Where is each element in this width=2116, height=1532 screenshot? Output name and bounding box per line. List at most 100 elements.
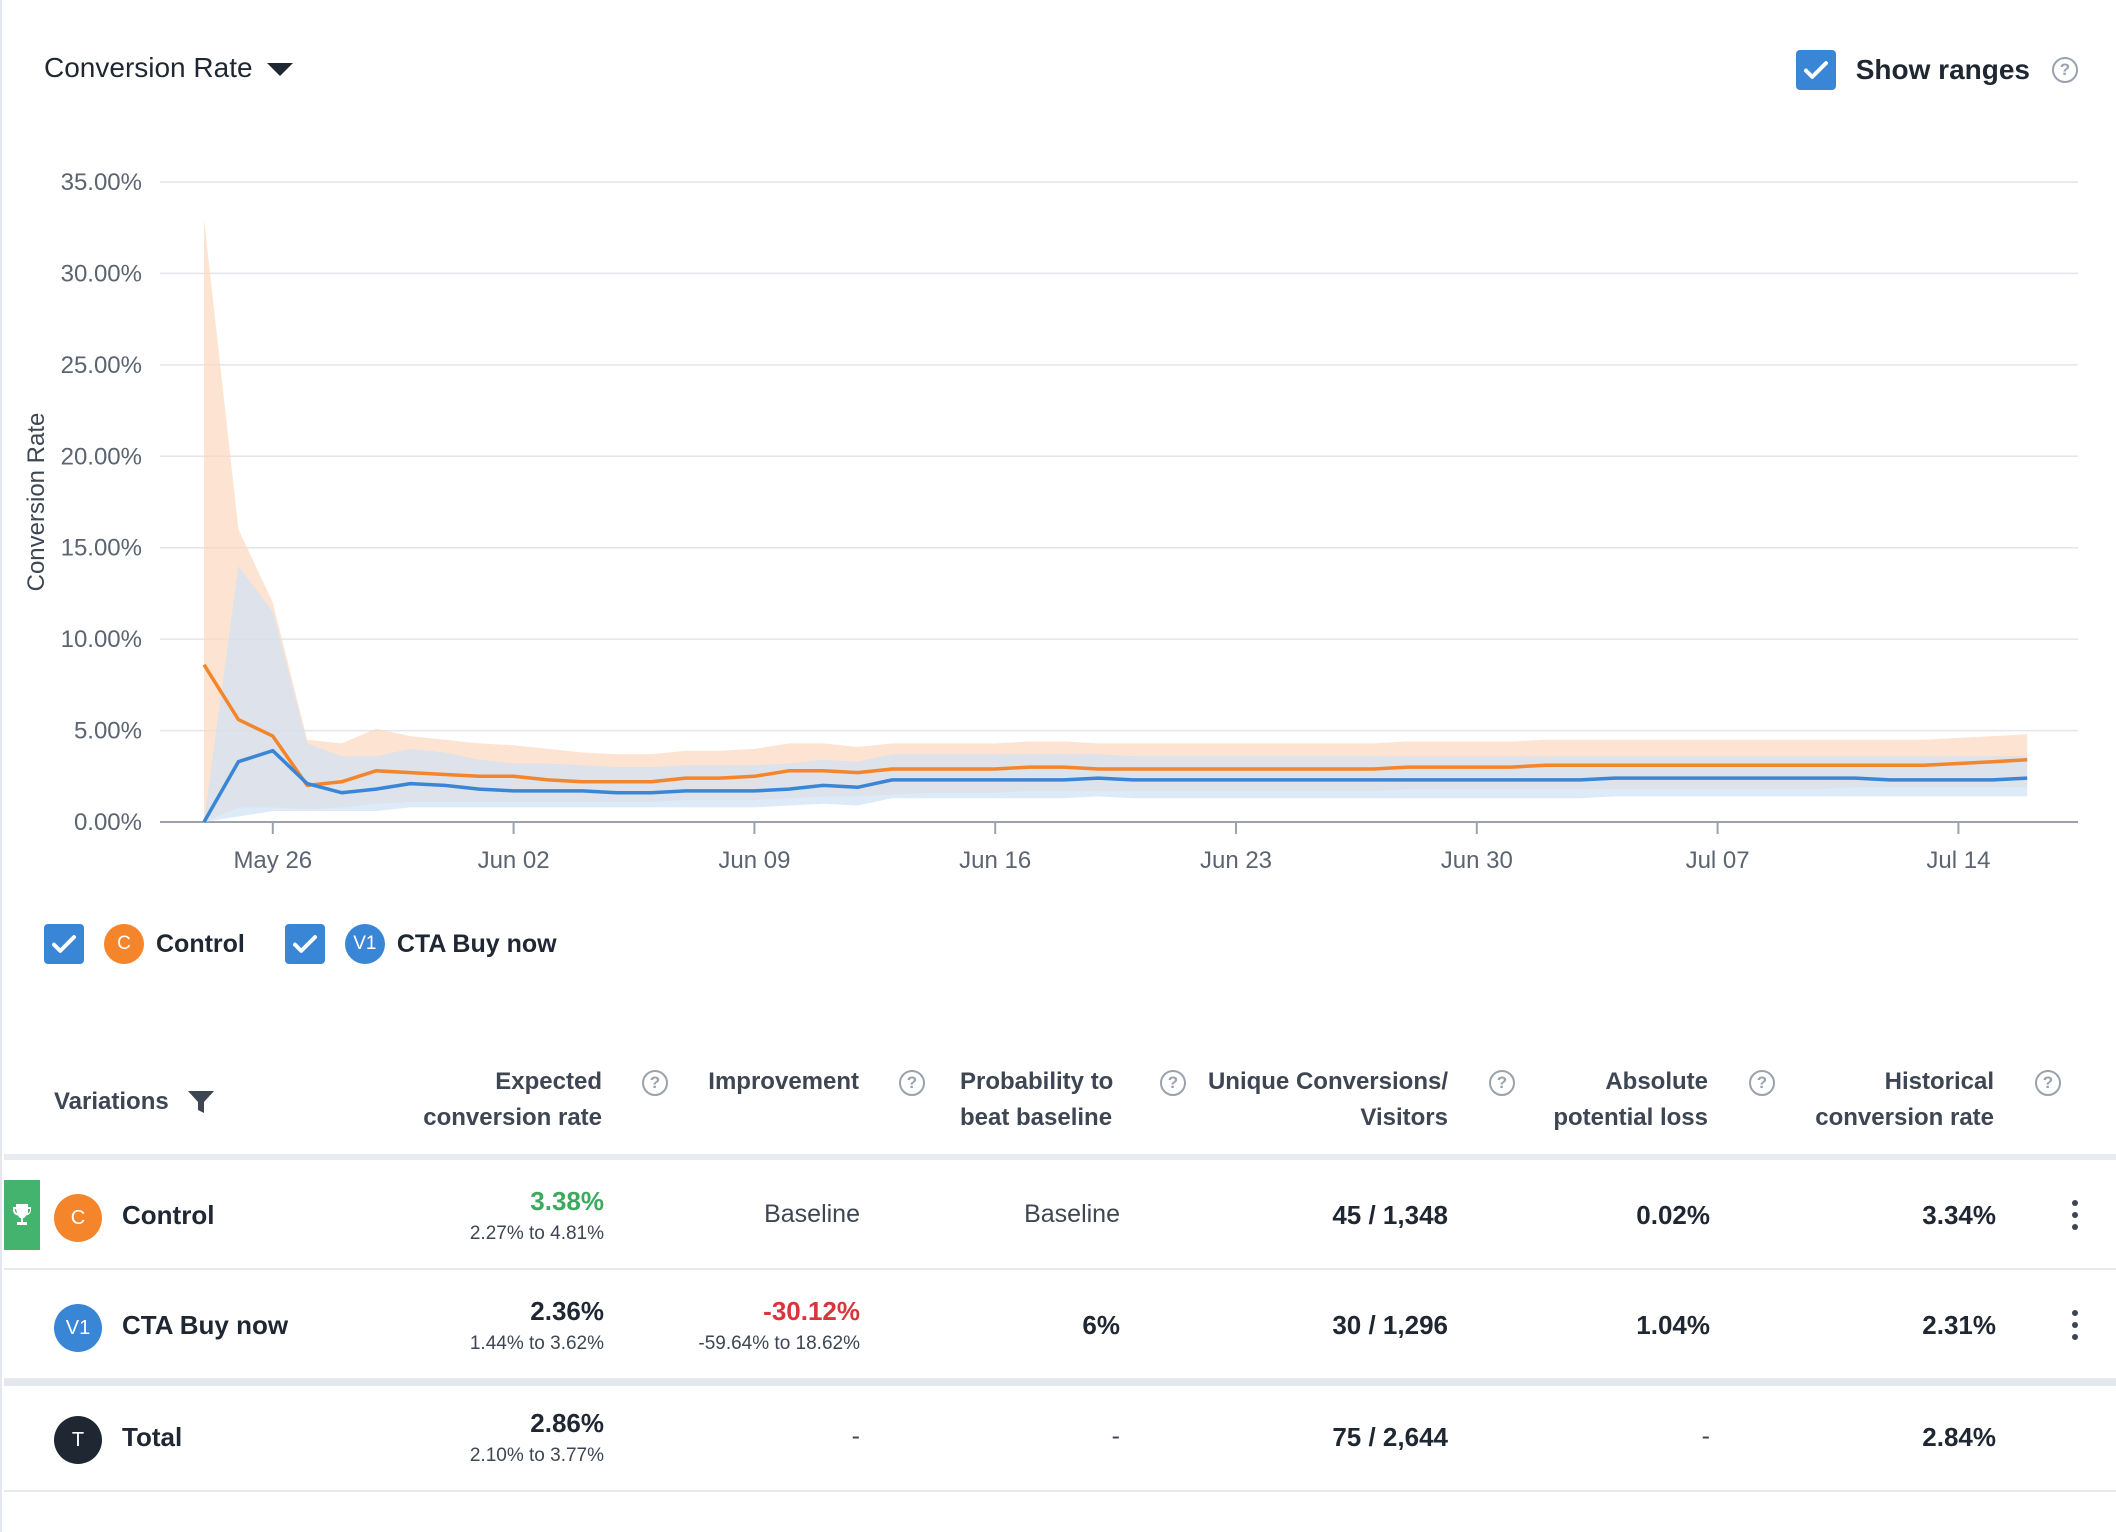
- probability-cell: Baseline: [1024, 1200, 1120, 1228]
- help-icon[interactable]: ?: [1160, 1070, 1186, 1096]
- variations-header[interactable]: Variations: [54, 1084, 215, 1120]
- variation-badge: T: [54, 1416, 102, 1464]
- metric-dropdown[interactable]: Conversion Rate: [44, 52, 293, 84]
- x-tick-label: May 26: [233, 847, 312, 874]
- historical-rate-cell: 2.84%: [1922, 1422, 1996, 1452]
- variation-badge: V1: [344, 924, 385, 964]
- show-ranges-label: Show ranges: [1855, 54, 2030, 85]
- header-line: Historical: [1884, 1068, 1994, 1095]
- header-line: Unique Conversions/: [1207, 1068, 1448, 1095]
- x-tick-label: Jul 14: [1926, 847, 1990, 874]
- x-tick-label: Jun 16: [959, 847, 1031, 874]
- variation-name: Total: [122, 1422, 183, 1452]
- variation-name: CTA Buy now: [122, 1310, 289, 1340]
- show-ranges-toggle[interactable]: Show ranges ?: [1795, 50, 2078, 90]
- table-row-total: T Total 2.86% 2.10% to 3.77% - - 75 / 2,…: [4, 1380, 2116, 1492]
- conversions-cell: 30 / 1,296: [1332, 1310, 1448, 1340]
- improvement-cell: -: [851, 1422, 860, 1450]
- unique-conversions-header: Unique Conversions/ Visitors: [1148, 1064, 1448, 1136]
- header-line: conversion rate: [423, 1104, 602, 1131]
- x-tick-label: Jul 07: [1686, 847, 1750, 874]
- probability-header: Probability to beat baseline: [960, 1064, 1200, 1136]
- checkmark-icon: [292, 935, 317, 953]
- help-icon[interactable]: ?: [2052, 57, 2078, 83]
- header-line: Expected: [495, 1068, 602, 1095]
- table-row-cta-buy-now[interactable]: V1 CTA Buy now 2.36% 1.44% to 3.62% -30.…: [4, 1270, 2116, 1380]
- header-line: beat baseline: [960, 1104, 1113, 1131]
- expected-rate-cell: 2.86% 2.10% to 3.77%: [470, 1408, 604, 1467]
- variations-header-label: Variations: [54, 1088, 169, 1115]
- dot: [2072, 1200, 2078, 1206]
- dot: [2072, 1212, 2078, 1218]
- help-icon[interactable]: ?: [642, 1070, 668, 1096]
- x-tick-label: Jun 30: [1441, 847, 1513, 874]
- expected-rate-header: Expected conversion rate: [302, 1064, 602, 1136]
- x-tick-label: Jun 23: [1200, 847, 1272, 874]
- checkmark-icon: [52, 935, 76, 953]
- y-tick-label: 30.00%: [61, 260, 142, 287]
- probability-cell: -: [1111, 1422, 1120, 1450]
- historical-rate-cell: 2.31%: [1922, 1310, 1996, 1340]
- historical-rate-cell: 3.34%: [1922, 1200, 1996, 1230]
- show-ranges-checkbox[interactable]: [1795, 50, 1836, 90]
- improvement-value: -30.12%: [763, 1296, 860, 1326]
- chart-legend: C Control V1 CTA Buy now: [44, 924, 597, 964]
- help-icon[interactable]: ?: [2035, 1070, 2061, 1096]
- header-line: Probability to: [960, 1068, 1114, 1095]
- y-tick-label: 35.00%: [61, 169, 142, 196]
- expected-rate-value: 2.86%: [530, 1408, 604, 1438]
- x-tick-label: Jun 02: [478, 847, 550, 874]
- series-line: [202, 748, 2028, 823]
- dot: [2072, 1224, 2078, 1230]
- expected-rate-range: 2.10% to 3.77%: [469, 1445, 604, 1466]
- variation-badge: C: [104, 924, 144, 964]
- legend-label: CTA Buy now: [396, 929, 557, 958]
- historical-rate-header: Historical conversion rate: [1734, 1064, 1994, 1136]
- y-axis-label: Conversion Rate: [23, 413, 50, 592]
- header-line: potential loss: [1553, 1104, 1708, 1131]
- help-icon[interactable]: ?: [1489, 1070, 1515, 1096]
- potential-loss-cell: 1.04%: [1636, 1310, 1710, 1340]
- improvement-cell: Baseline: [764, 1200, 860, 1228]
- range-band: [204, 218, 2028, 823]
- expected-rate-cell: 2.36% 1.44% to 3.62%: [470, 1296, 604, 1355]
- legend-label: Control: [156, 929, 245, 958]
- help-icon[interactable]: ?: [899, 1070, 925, 1096]
- expected-rate-range: 2.27% to 4.81%: [469, 1223, 604, 1244]
- series-line: [202, 663, 2028, 788]
- row-menu-icon[interactable]: [2070, 1200, 2080, 1230]
- checkmark-icon: [1803, 61, 1828, 79]
- y-tick-label: 10.00%: [61, 626, 142, 653]
- dot: [2072, 1322, 2078, 1328]
- winner-tag: [4, 1180, 40, 1250]
- results-table-header: Variations Expected conversion rate ? Im…: [2, 1064, 2116, 1154]
- legend-item-control[interactable]: C Control: [44, 924, 245, 964]
- legend-checkbox-cta-buy-now[interactable]: [284, 924, 325, 964]
- metric-dropdown-label: Conversion Rate: [44, 52, 253, 83]
- header-line: Absolute: [1605, 1068, 1708, 1095]
- potential-loss-header: Absolute potential loss: [1448, 1064, 1708, 1136]
- conversion-rate-chart: 0.00% 5.00% 10.00% 15.00% 20.00% 25.00% 30.00%…: [23, 169, 2078, 874]
- y-tick-label: 15.00%: [61, 535, 142, 562]
- dot: [2072, 1334, 2078, 1340]
- improvement-header: Improvement: [619, 1064, 859, 1100]
- expected-rate-cell: 3.38% 2.27% to 4.81%: [470, 1186, 604, 1245]
- y-tick-label: 0.00%: [74, 809, 142, 836]
- potential-loss-cell: -: [1701, 1422, 1710, 1450]
- legend-item-cta-buy-now[interactable]: V1 CTA Buy now: [284, 924, 557, 964]
- row-menu-icon[interactable]: [2070, 1310, 2080, 1340]
- table-row-control[interactable]: C Control 3.38% 2.27% to 4.81% Baseline …: [4, 1160, 2116, 1270]
- variation-name: Control: [122, 1200, 215, 1230]
- header-line: Visitors: [1360, 1104, 1448, 1131]
- y-tick-label: 25.00%: [61, 352, 142, 379]
- help-icon[interactable]: ?: [1749, 1070, 1775, 1096]
- header-divider: [4, 1154, 2116, 1160]
- expected-rate-range: 1.44% to 3.62%: [469, 1333, 604, 1354]
- x-tick-label: Jun 09: [718, 847, 790, 874]
- variation-badge: C: [54, 1194, 102, 1242]
- expected-rate-value: 2.36%: [530, 1296, 604, 1326]
- header-line: Improvement: [708, 1068, 859, 1095]
- filter-icon[interactable]: [187, 1089, 215, 1115]
- improvement-range: -59.64% to 18.62%: [698, 1333, 860, 1354]
- legend-checkbox-control[interactable]: [44, 924, 84, 964]
